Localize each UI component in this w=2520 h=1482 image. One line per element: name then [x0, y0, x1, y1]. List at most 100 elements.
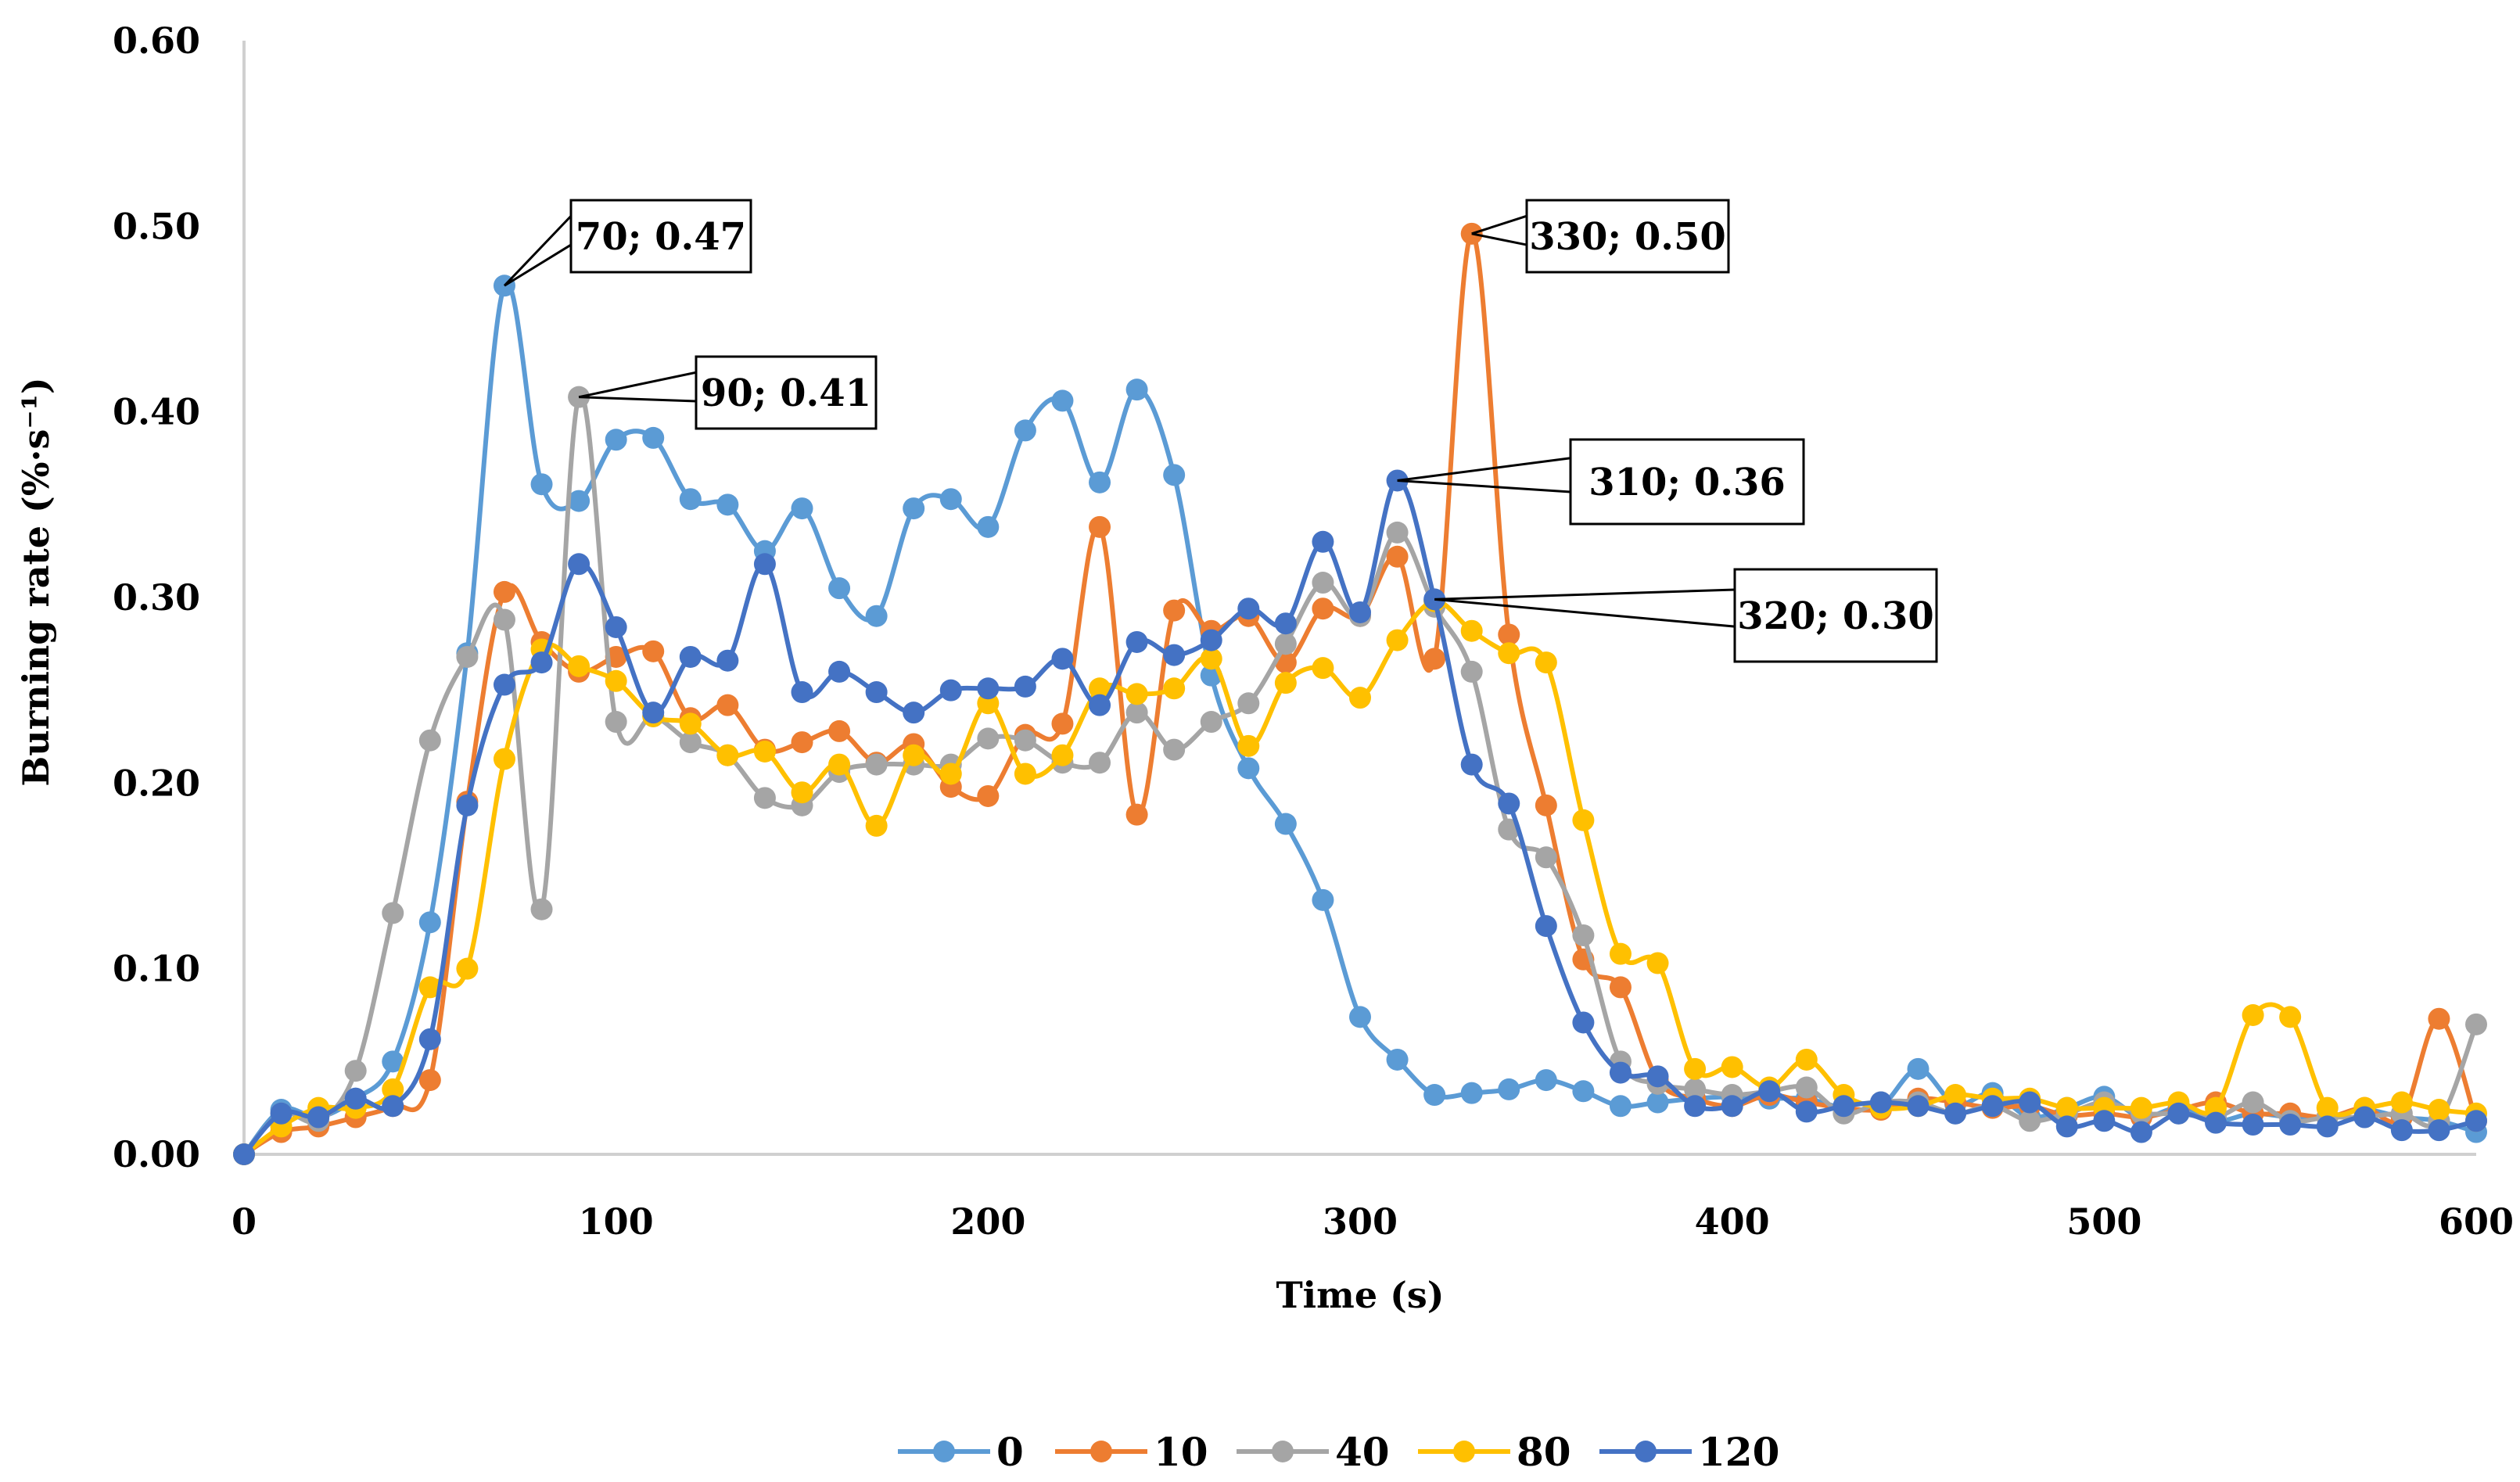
axes [242, 41, 2476, 1156]
data-point [753, 787, 776, 809]
data-point [1758, 1080, 1781, 1103]
data-point [1609, 942, 1632, 965]
series-line-120 [242, 478, 2479, 1157]
data-point [605, 429, 627, 451]
data-point [2055, 1115, 2078, 1138]
data-point [2019, 1091, 2041, 1114]
y-axis-title: Burning rate (%·s⁻¹) [15, 377, 57, 786]
x-axis-title: Time (s) [1276, 1274, 1444, 1316]
callout-label: 330; 0.50 [1529, 215, 1726, 259]
data-point [1535, 794, 1557, 816]
data-point [1200, 629, 1222, 651]
data-point [1089, 515, 1111, 538]
data-point [2167, 1102, 2190, 1125]
data-point [1721, 1095, 1743, 1118]
data-point [1386, 521, 1409, 544]
legend-label: 80 [1517, 1429, 1571, 1475]
data-point [939, 488, 962, 511]
legend-item-0: 0 [898, 1429, 1024, 1475]
y-tick-labels: 0.00 0.10 0.20 0.30 0.40 0.50 0.60 [113, 20, 200, 1175]
data-point [1460, 1082, 1483, 1104]
data-point [1535, 915, 1557, 938]
data-point [1386, 629, 1409, 651]
data-point [1051, 648, 1074, 670]
data-point [716, 649, 739, 672]
x-tick-label: 600 [2439, 1200, 2514, 1243]
x-tick-label: 300 [1323, 1200, 1398, 1243]
data-point [716, 493, 739, 516]
series-120 [233, 469, 2487, 1165]
callout-box [695, 355, 878, 430]
data-point [418, 1069, 441, 1092]
data-point [1312, 597, 1334, 620]
callout: 320; 0.30 [1434, 568, 1938, 663]
data-point [903, 702, 925, 724]
data-point [418, 729, 441, 752]
data-point [1274, 612, 1297, 635]
data-point [865, 605, 888, 627]
data-point [1089, 677, 1111, 700]
data-point [530, 898, 553, 920]
data-point [1572, 924, 1595, 946]
callout-box [1569, 438, 1805, 526]
data-point [1163, 644, 1186, 666]
series-line-80 [242, 598, 2479, 1157]
data-point [1125, 379, 1148, 401]
data-point [1312, 572, 1334, 594]
data-point [568, 655, 591, 677]
y-tick-label: 0.30 [113, 576, 200, 619]
x-tick-label: 0 [232, 1200, 257, 1243]
data-point [1089, 471, 1111, 493]
data-point [1869, 1091, 1892, 1114]
callout: 70; 0.47 [503, 199, 752, 287]
data-point [679, 645, 702, 668]
data-point [1795, 1076, 1818, 1099]
data-point [1535, 651, 1557, 674]
data-point [828, 719, 851, 742]
data-point [1646, 1091, 1669, 1114]
data-point [2428, 1099, 2450, 1121]
data-point [1498, 642, 1520, 665]
data-point [605, 615, 627, 638]
data-point [1014, 763, 1036, 785]
data-point [1237, 734, 1260, 757]
legend-item-120: 120 [1599, 1429, 1779, 1475]
data-point [1609, 1095, 1632, 1118]
data-point [568, 553, 591, 576]
legend-label: 120 [1698, 1429, 1779, 1475]
callout: 310; 0.36 [1397, 438, 1805, 526]
data-point [456, 794, 479, 816]
data-point [642, 426, 665, 449]
data-point [493, 580, 515, 603]
data-point [865, 681, 888, 704]
y-tick-label: 0.40 [113, 391, 200, 433]
data-point [977, 727, 1000, 750]
legend-item-10: 10 [1055, 1429, 1208, 1475]
x-tick-label: 200 [950, 1200, 1025, 1243]
callout: 330; 0.50 [1471, 199, 1730, 274]
data-point [1089, 752, 1111, 774]
data-point [1684, 1057, 1707, 1080]
data-point [2242, 1114, 2264, 1136]
data-point [642, 640, 665, 662]
data-point [2390, 1091, 2413, 1114]
data-point [679, 712, 702, 735]
data-point [1535, 846, 1557, 869]
data-point [1609, 1061, 1632, 1084]
data-point [828, 660, 851, 683]
data-point [2279, 1006, 2302, 1028]
data-point [828, 753, 851, 776]
data-point [2093, 1110, 2116, 1132]
data-point [605, 669, 627, 692]
x-tick-label: 400 [1695, 1200, 1770, 1243]
data-point [1349, 687, 1371, 709]
callout: 90; 0.41 [578, 355, 878, 430]
data-point [2465, 1110, 2487, 1132]
data-point [233, 1143, 255, 1165]
data-point [2428, 1119, 2450, 1142]
data-point [903, 744, 925, 766]
data-point [2242, 1004, 2264, 1026]
data-point [1051, 744, 1074, 766]
data-point [1981, 1095, 2004, 1118]
data-point [2316, 1115, 2339, 1138]
